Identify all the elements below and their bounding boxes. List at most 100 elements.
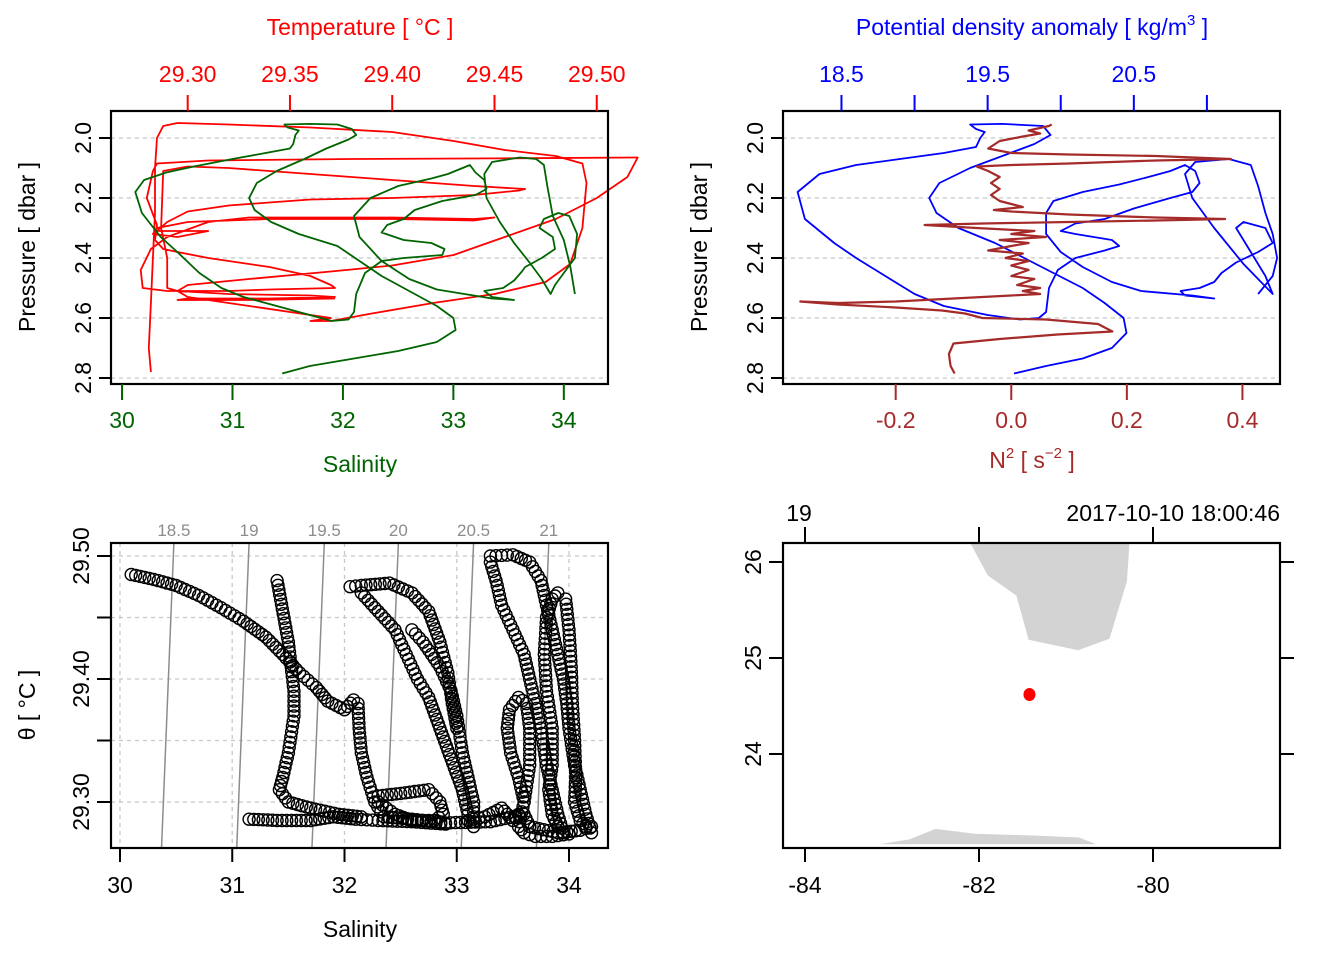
- data-point: [361, 593, 375, 607]
- data-point: [537, 653, 552, 667]
- data-point: [376, 813, 390, 828]
- data-point: [443, 681, 457, 695]
- data-point: [511, 690, 526, 705]
- data-point: [373, 577, 387, 591]
- data-point: [287, 694, 301, 708]
- data-point: [560, 607, 574, 622]
- data-point: [285, 664, 299, 679]
- data-point: [368, 577, 383, 591]
- data-point: [455, 783, 470, 797]
- data-point: [251, 812, 266, 827]
- data-point: [565, 696, 580, 711]
- data-point: [564, 670, 579, 684]
- series-line-temperature: [139, 122, 639, 373]
- data-point: [538, 663, 552, 677]
- isopycnal-line: [460, 542, 475, 849]
- series-line-salinity: [134, 123, 578, 375]
- data-point: [444, 686, 458, 701]
- data-point: [515, 693, 530, 708]
- y-tick-label: 2.4: [742, 242, 768, 274]
- plot-frame: [781, 541, 1282, 850]
- data-point: [545, 747, 559, 762]
- data-point: [442, 676, 456, 690]
- data-point: [437, 650, 451, 665]
- data-point: [286, 674, 300, 689]
- x-tick-label: -82: [962, 872, 995, 898]
- top-axis-title-sup: 3: [1187, 12, 1195, 29]
- data-point: [256, 813, 270, 827]
- data-point: [542, 787, 557, 802]
- data-point: [427, 813, 441, 828]
- data-point: [137, 570, 152, 585]
- isopycnal-lines: 18.5 19 19.5 20 20.5 21: [157, 521, 558, 849]
- data-point: [523, 732, 537, 746]
- data-point: [542, 783, 556, 797]
- data-point: [516, 800, 530, 814]
- data-point: [345, 809, 360, 823]
- data-point: [556, 672, 571, 686]
- y-tick-label: 2.8: [742, 362, 768, 394]
- data-point: [559, 597, 573, 611]
- data-point: [269, 640, 283, 655]
- data-point: [502, 707, 516, 722]
- data-point: [336, 808, 351, 822]
- data-point: [541, 695, 555, 709]
- data-point: [503, 810, 517, 825]
- data-point: [450, 714, 465, 728]
- data-point: [289, 813, 304, 828]
- data-point: [503, 741, 517, 755]
- data-point: [278, 760, 292, 775]
- station-number-label: 19: [786, 500, 812, 526]
- data-point: [376, 788, 390, 803]
- data-point: [524, 677, 538, 691]
- grid-lines: [111, 137, 608, 379]
- data-point: [274, 597, 289, 611]
- data-point: [568, 749, 582, 763]
- data-point: [493, 593, 508, 607]
- data-point: [286, 658, 300, 673]
- data-point: [539, 674, 553, 688]
- data-point: [275, 602, 289, 616]
- axes: -84 -82 -80 26 25 24: [740, 527, 1294, 898]
- data-point: [381, 615, 395, 630]
- land-polygon: [878, 828, 1097, 845]
- panel-profile-ts: 2.0 2.2 2.4 2.6 2.8 29.30 29.35 29.40 29.45 29.50…: [14, 14, 639, 477]
- data-point: [461, 770, 475, 785]
- data-point: [537, 647, 551, 662]
- isopycnal-label: 19.5: [308, 521, 341, 540]
- data-point: [554, 662, 568, 676]
- data-point: [408, 589, 422, 604]
- data-point: [452, 725, 466, 739]
- data-point: [457, 792, 472, 807]
- data-point: [539, 621, 553, 635]
- data-point: [517, 795, 531, 809]
- data-point: [294, 813, 308, 828]
- data-point: [521, 667, 536, 681]
- data-point: [425, 787, 440, 801]
- data-point: [275, 813, 289, 828]
- isopycnal-label: 18.5: [157, 521, 190, 540]
- series-line-potential-density-anomaly: [796, 123, 1278, 375]
- data-point: [350, 809, 364, 823]
- data-point: [371, 604, 385, 619]
- data-point: [518, 790, 532, 804]
- data-point: [280, 813, 294, 828]
- data-point: [517, 647, 531, 662]
- data-point: [566, 707, 580, 721]
- data-point: [564, 660, 578, 674]
- panel-profile-density-n2: 2.0 2.2 2.4 2.6 2.8 18.5 19.5 20.5 -0.2 0.0 0.2 0.4…: [686, 12, 1282, 473]
- data-point: [534, 829, 548, 844]
- data-point: [569, 770, 583, 785]
- y-tick-label: 2.2: [70, 182, 96, 214]
- data-point: [501, 726, 515, 740]
- data-point: [466, 795, 481, 809]
- data-point: [278, 616, 292, 630]
- data-point: [456, 787, 471, 802]
- y-axis-title: Pressure [ dbar ]: [14, 162, 40, 332]
- axes: 2.0 2.2 2.4 2.6 2.8 18.5 19.5 20.5 -0.2 0.0 0.2 0.4: [742, 61, 1259, 433]
- panel-ts-diagram: 18.5 19 19.5 20 20.5 21 30 31 32 33 34 29.30 29.40 2…: [14, 521, 610, 942]
- data-point: [270, 813, 284, 828]
- x-tick-label: 34: [556, 872, 582, 898]
- data-point: [445, 696, 459, 711]
